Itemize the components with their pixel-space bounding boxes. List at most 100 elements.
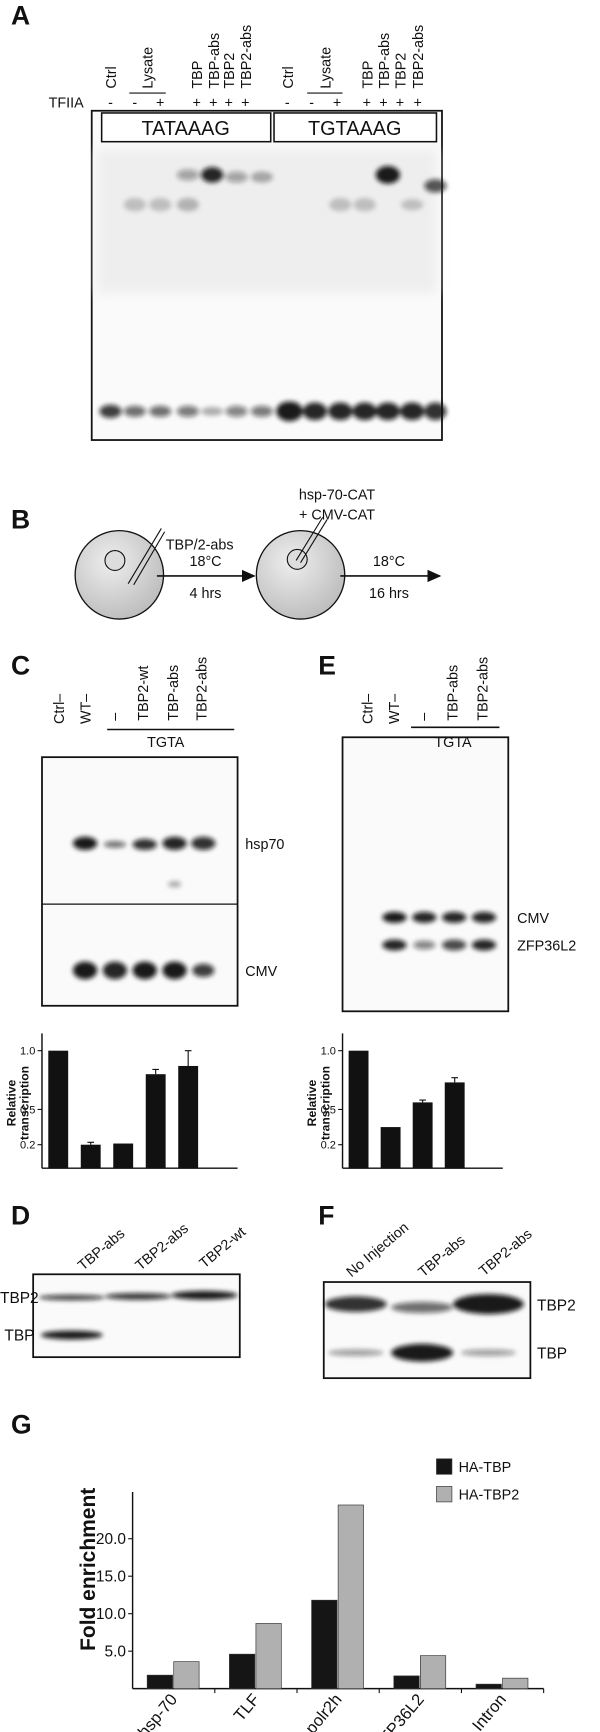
legend-swatch xyxy=(436,1458,453,1475)
tfiia-sign: - xyxy=(309,95,314,111)
lane-label: WT xyxy=(79,701,95,724)
lane-label: Ctrl xyxy=(52,702,68,724)
probe-label: TATAAAG xyxy=(141,118,229,140)
x-tick-label: ZFP36L2 xyxy=(369,1690,427,1732)
bar xyxy=(113,1143,134,1169)
y-tick-label: 0.5 xyxy=(20,1104,35,1116)
lane-label: Ctrl xyxy=(281,66,297,88)
lane-label: TBP xyxy=(360,61,376,89)
diagram-b xyxy=(74,517,442,620)
bands xyxy=(72,836,216,980)
lane-label: TBP2-abs xyxy=(476,1226,535,1279)
needle xyxy=(295,517,328,563)
x-tick-label: Intron xyxy=(468,1690,510,1732)
panel-letter: E xyxy=(318,650,336,680)
lane-label: Lysate xyxy=(318,47,334,89)
band-label: ZFP36L2 xyxy=(517,939,576,955)
lane-label: TBP2-abs xyxy=(195,657,211,721)
gel-c xyxy=(41,728,239,1007)
bands xyxy=(382,911,497,951)
error-bar xyxy=(152,1068,160,1075)
bar xyxy=(145,1074,166,1169)
lane-label: TBP-abs xyxy=(166,665,182,721)
tfiia-sign: + xyxy=(225,95,233,111)
y-axis-label: transcription xyxy=(318,1066,332,1140)
y-tick-label: 0.2 xyxy=(321,1140,336,1152)
lane-label: TBP xyxy=(190,61,206,89)
lane-label: TBP2-wt xyxy=(197,1224,249,1272)
tfiia-sign: + xyxy=(209,95,217,111)
oocyte xyxy=(255,529,346,620)
panel-letter: D xyxy=(11,1201,30,1231)
lane-mark: – xyxy=(387,694,403,702)
tfiia-sign: + xyxy=(396,95,404,111)
probe-label: TGTAAAG xyxy=(308,118,402,140)
lane-label: TBP-abs xyxy=(445,665,461,721)
probe-box xyxy=(100,112,272,143)
panel-letter: A xyxy=(11,1,30,31)
band-label: CMV xyxy=(517,911,549,927)
lane-label: Ctrl xyxy=(360,702,376,724)
bar xyxy=(178,1065,199,1169)
y-tick-label: 5.0 xyxy=(104,1644,125,1661)
tfiia-sign: - xyxy=(132,95,137,111)
band-label: TBP2 xyxy=(537,1298,576,1315)
lane-label: – xyxy=(107,713,123,721)
lane-label: TBP2-abs xyxy=(239,25,255,89)
error-bar xyxy=(419,1099,426,1103)
lane-mark: – xyxy=(360,694,376,702)
y-axis-label: Relative xyxy=(305,1079,319,1126)
y-axis-label: Fold enrichment xyxy=(77,1488,100,1651)
lane-mark: – xyxy=(52,694,68,702)
bar xyxy=(444,1082,465,1169)
condition: 18°C xyxy=(373,554,405,570)
bar xyxy=(48,1050,69,1169)
lane-label: TBP-abs xyxy=(207,33,223,89)
lane-label: TBP2-wt xyxy=(136,666,152,721)
y-tick-label: 20.0 xyxy=(96,1531,126,1548)
bar xyxy=(475,1683,502,1689)
bar xyxy=(255,1623,282,1689)
legend-swatch xyxy=(436,1486,453,1503)
error-bar xyxy=(87,1141,95,1145)
panel-letter: C xyxy=(11,650,30,680)
y-tick-label: 0.5 xyxy=(321,1104,336,1116)
bar xyxy=(380,1127,401,1169)
injection-label: TBP/2-abs xyxy=(166,537,234,553)
band-label: TBP xyxy=(537,1345,567,1362)
lane-mark: – xyxy=(79,694,95,702)
bands xyxy=(38,1290,238,1340)
gel-e xyxy=(341,726,510,1013)
probe-box xyxy=(273,112,438,143)
panel-letter: F xyxy=(318,1201,334,1231)
lane-label: TBP2 xyxy=(222,53,238,89)
bar xyxy=(502,1677,529,1689)
y-tick-label: 10.0 xyxy=(96,1606,126,1623)
tfiia-sign: + xyxy=(241,95,249,111)
lane-label: TBP2-abs xyxy=(133,1221,192,1274)
condition: 18°C xyxy=(189,554,221,570)
tfiia-sign: + xyxy=(379,95,387,111)
gel-a xyxy=(90,92,447,441)
group-label: TGTA xyxy=(434,735,472,751)
tfiia-sign: - xyxy=(108,95,113,111)
gel-frame xyxy=(341,736,510,1013)
legend-label: HA-TBP xyxy=(459,1460,512,1476)
band-label: TBP xyxy=(4,1328,34,1345)
error-bar xyxy=(451,1077,459,1083)
bar xyxy=(412,1102,433,1169)
lane-label: TBP-abs xyxy=(377,33,393,89)
bar xyxy=(393,1675,420,1689)
lane-label: – xyxy=(417,713,433,721)
blot-d xyxy=(32,1273,241,1359)
y-tick-label: 0.2 xyxy=(20,1140,35,1152)
tfiia-sign: + xyxy=(192,95,200,111)
bar xyxy=(337,1504,364,1689)
tfiia-sign: + xyxy=(413,95,421,111)
error-bar xyxy=(184,1050,192,1066)
bar xyxy=(146,1674,173,1689)
lane-label: TBP2-abs xyxy=(411,25,427,89)
legend-label: HA-TBP2 xyxy=(459,1488,520,1504)
lane-label: TBP2 xyxy=(394,53,410,89)
y-tick-label: 15.0 xyxy=(96,1569,126,1586)
